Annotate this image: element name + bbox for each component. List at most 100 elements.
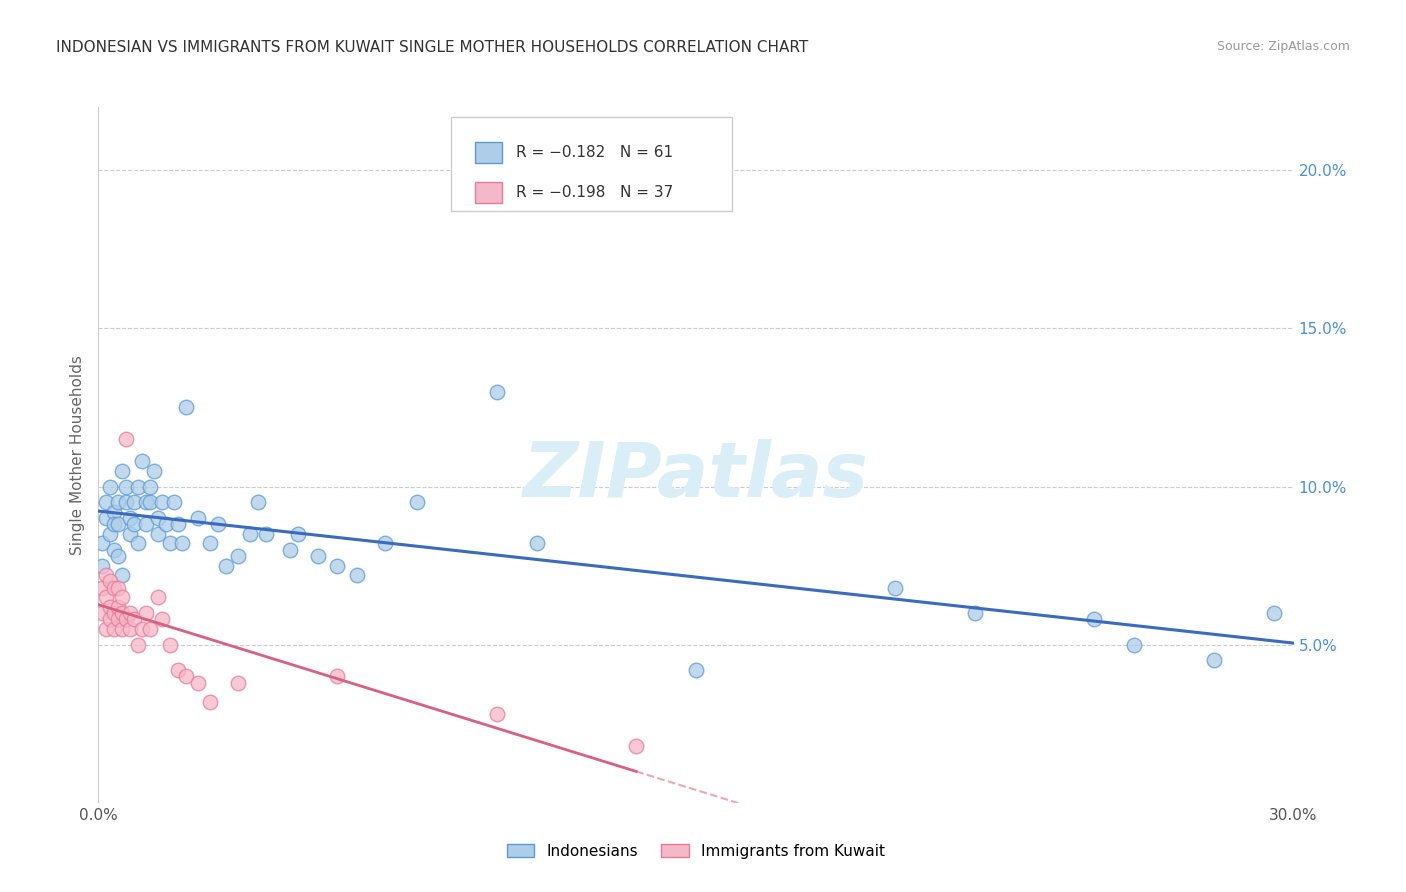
FancyBboxPatch shape xyxy=(475,142,502,162)
Point xyxy=(96,591,118,605)
Point xyxy=(172,536,194,550)
Point xyxy=(96,495,118,509)
Point xyxy=(526,536,548,550)
Point xyxy=(139,479,162,493)
Point xyxy=(326,669,349,683)
Point xyxy=(107,549,129,563)
Point xyxy=(1123,638,1146,652)
Point xyxy=(98,527,122,541)
Point xyxy=(139,495,162,509)
Point xyxy=(107,495,129,509)
Text: R = −0.182   N = 61: R = −0.182 N = 61 xyxy=(516,145,673,160)
Point xyxy=(207,517,229,532)
Point xyxy=(120,622,142,636)
Point xyxy=(107,599,129,614)
Point xyxy=(127,536,149,550)
Point xyxy=(143,464,166,478)
Point xyxy=(198,695,221,709)
Legend: Indonesians, Immigrants from Kuwait: Indonesians, Immigrants from Kuwait xyxy=(501,838,891,864)
Point xyxy=(148,591,170,605)
Point xyxy=(685,663,707,677)
Point xyxy=(163,495,186,509)
Point xyxy=(148,527,170,541)
Point xyxy=(124,495,146,509)
Point xyxy=(167,663,190,677)
Point xyxy=(215,558,238,573)
Point xyxy=(174,669,197,683)
Point xyxy=(115,479,138,493)
Point xyxy=(963,606,986,620)
Text: ZIPatlas: ZIPatlas xyxy=(523,439,869,513)
Point xyxy=(96,622,118,636)
Point xyxy=(103,622,125,636)
Point xyxy=(246,495,269,509)
Point xyxy=(346,568,368,582)
Point xyxy=(103,505,125,519)
Point xyxy=(120,511,142,525)
Point xyxy=(120,606,142,620)
Point xyxy=(111,464,134,478)
Point xyxy=(91,558,114,573)
Text: R = −0.198   N = 37: R = −0.198 N = 37 xyxy=(516,186,673,200)
Point xyxy=(115,495,138,509)
Point xyxy=(91,606,114,620)
Point xyxy=(124,612,146,626)
Point xyxy=(307,549,329,563)
Point xyxy=(150,612,173,626)
Point xyxy=(107,612,129,626)
Point xyxy=(1263,606,1285,620)
Point xyxy=(98,574,122,589)
Point xyxy=(150,495,173,509)
FancyBboxPatch shape xyxy=(475,182,502,203)
Point xyxy=(406,495,429,509)
Point xyxy=(111,606,134,620)
Point xyxy=(91,536,114,550)
Point xyxy=(107,517,129,532)
Point xyxy=(96,568,118,582)
Point xyxy=(187,511,209,525)
Point xyxy=(103,606,125,620)
Point xyxy=(98,599,122,614)
Point xyxy=(1202,653,1225,667)
Point xyxy=(103,581,125,595)
Point xyxy=(120,527,142,541)
Point xyxy=(239,527,262,541)
Point xyxy=(107,581,129,595)
Point xyxy=(131,454,153,468)
Point xyxy=(884,581,907,595)
Point xyxy=(167,517,190,532)
Point xyxy=(155,517,177,532)
Point xyxy=(96,511,118,525)
Point xyxy=(485,707,508,722)
Point xyxy=(254,527,277,541)
Point xyxy=(135,606,157,620)
Point xyxy=(139,622,162,636)
Point xyxy=(131,622,153,636)
Point xyxy=(135,517,157,532)
Point xyxy=(374,536,396,550)
Point xyxy=(1083,612,1105,626)
Point xyxy=(278,542,301,557)
Point xyxy=(148,511,170,525)
Point xyxy=(115,612,138,626)
Point xyxy=(135,495,157,509)
Point xyxy=(287,527,309,541)
Point xyxy=(626,739,648,753)
Point xyxy=(91,581,114,595)
Point xyxy=(226,549,249,563)
Point xyxy=(226,675,249,690)
Y-axis label: Single Mother Households: Single Mother Households xyxy=(70,355,86,555)
Point xyxy=(115,432,138,446)
Point xyxy=(198,536,221,550)
Point xyxy=(187,675,209,690)
Point xyxy=(103,517,125,532)
Point xyxy=(111,568,134,582)
Point xyxy=(159,638,181,652)
Point xyxy=(111,591,134,605)
Point xyxy=(174,401,197,415)
Point xyxy=(127,479,149,493)
Point xyxy=(124,517,146,532)
Point xyxy=(111,622,134,636)
Point xyxy=(127,638,149,652)
Point xyxy=(159,536,181,550)
